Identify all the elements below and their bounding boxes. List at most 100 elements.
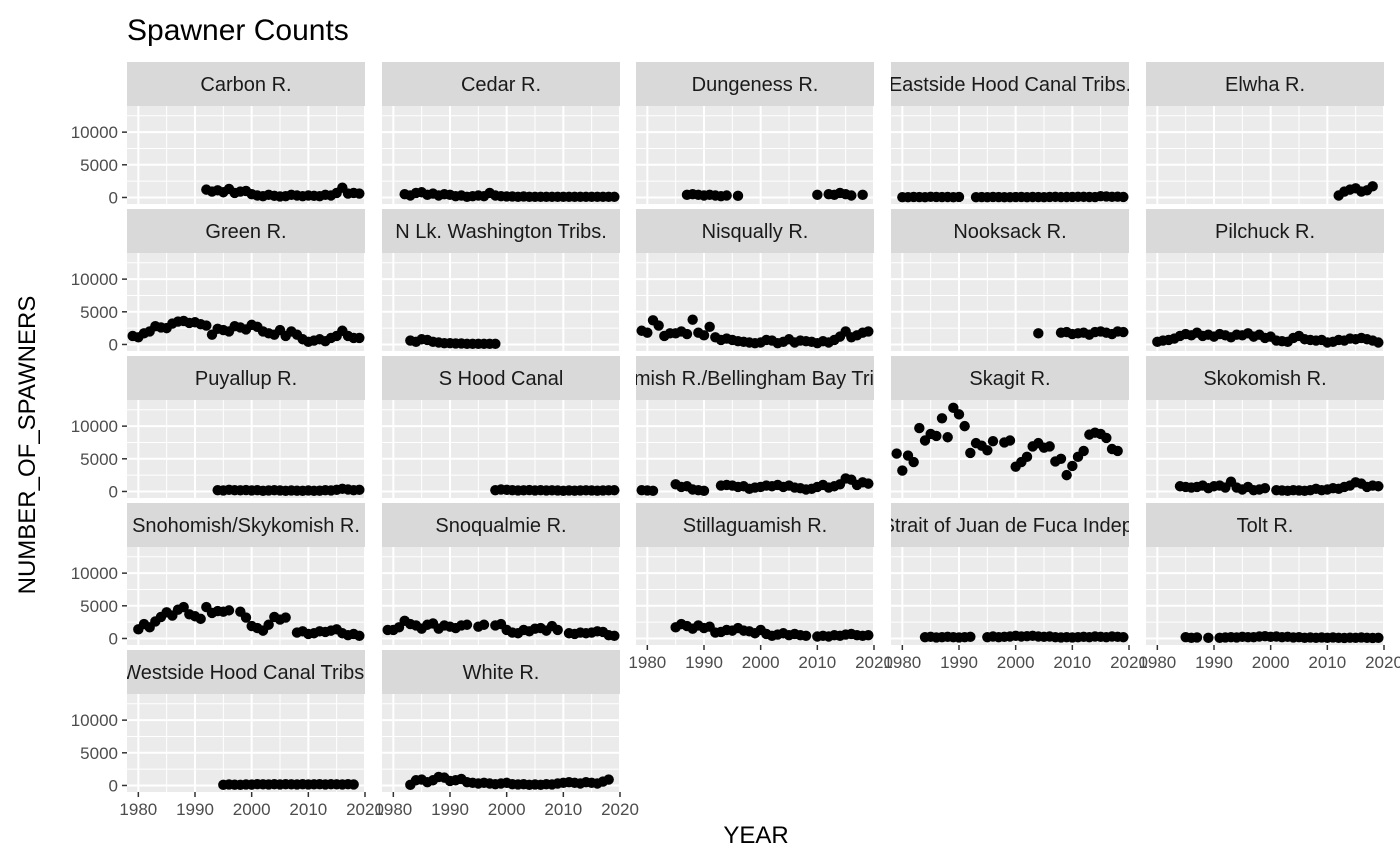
facet-label: Snohomish/Skykomish R.	[132, 515, 360, 537]
facet-panels: Carbon R. 0 5000 10000 Cedar R. Dungeness R. E…	[71, 62, 1400, 819]
data-point	[280, 612, 291, 623]
data-point	[1101, 432, 1112, 444]
facet-panel: Carbon R. 0 5000 10000	[71, 62, 366, 207]
facet-panel: Tolt R. 1980 1990 2000 2010 2020	[1138, 503, 1400, 672]
data-point	[857, 189, 868, 201]
x-tick-label: 1980	[119, 800, 157, 819]
panel-background	[891, 106, 1129, 204]
data-point	[942, 432, 953, 443]
x-tick-label: 2020	[855, 653, 893, 672]
data-point	[461, 619, 473, 630]
facet-panel: Nooksack R.	[891, 209, 1130, 351]
data-point	[965, 631, 976, 643]
x-tick-label: 2010	[1053, 653, 1091, 672]
data-point	[931, 430, 942, 442]
data-point	[863, 630, 874, 641]
facet-panel: Westside Hood Canal Tribs. 0 5000 10000 1980…	[71, 650, 384, 819]
x-tick-label: 2020	[346, 800, 384, 819]
data-point	[642, 327, 653, 338]
facet-panel: Nisqually R.	[636, 209, 875, 351]
facet-strip	[636, 62, 874, 106]
data-point	[354, 332, 365, 344]
x-axis-title: YEAR	[723, 822, 788, 849]
facet-strip	[382, 650, 620, 694]
facet-panel: Eastside Hood Canal Tribs.	[891, 62, 1130, 204]
data-point	[1004, 435, 1016, 446]
x-tick-label: 2010	[1308, 653, 1346, 672]
data-point	[1118, 326, 1129, 338]
facet-label: Skagit R.	[969, 368, 1050, 390]
y-tick-label: 10000	[71, 417, 118, 436]
data-point	[490, 338, 501, 350]
y-tick-label: 5000	[80, 303, 118, 322]
facet-strip	[382, 356, 620, 400]
x-tick-label: 2000	[233, 800, 271, 819]
data-point	[552, 624, 563, 636]
data-point	[348, 779, 359, 790]
data-point	[936, 413, 948, 424]
facet-label: Pilchuck R.	[1215, 221, 1315, 243]
data-point	[987, 435, 999, 447]
x-tick-label: 2010	[289, 800, 327, 819]
data-point	[195, 613, 206, 625]
panel-background	[891, 400, 1129, 498]
panel-background	[1146, 547, 1384, 645]
x-tick-label: 2020	[601, 800, 639, 819]
data-point	[897, 465, 908, 476]
facet-panel: Dungeness R.	[636, 62, 875, 204]
data-point	[653, 320, 664, 331]
facet-strip	[636, 503, 874, 547]
facet-strip	[127, 62, 365, 106]
x-tick-label: 2010	[798, 653, 836, 672]
data-point	[800, 630, 812, 642]
facet-panel: Stillaguamish R. 1980 1990 2000 2010 2020	[628, 503, 893, 672]
facet-strip	[1146, 62, 1384, 106]
data-point	[1118, 631, 1129, 643]
x-tick-label: 1980	[374, 800, 412, 819]
data-point	[1373, 337, 1384, 348]
data-point	[914, 422, 925, 434]
y-tick-label: 10000	[71, 123, 118, 142]
data-point	[846, 190, 857, 201]
data-point	[953, 409, 965, 420]
y-tick-label: 5000	[80, 450, 118, 469]
facet-label: Skokomish R.	[1203, 368, 1326, 390]
data-point	[1078, 445, 1089, 457]
data-point	[354, 630, 365, 642]
facet-label: Puyallup R.	[195, 368, 297, 390]
facet-strip	[127, 356, 365, 400]
facet-strip	[127, 209, 365, 253]
facet-label: White R.	[463, 662, 540, 684]
facet-label: S Hood Canal	[439, 368, 564, 390]
data-point	[178, 601, 189, 613]
y-tick-label: 10000	[71, 711, 118, 730]
data-point	[687, 314, 698, 325]
data-point	[603, 774, 614, 785]
y-tick-label: 0	[109, 629, 118, 648]
y-axis-title: NUMBER_OF_SPAWNERS	[14, 296, 41, 595]
facet-strip	[636, 356, 874, 400]
data-point	[698, 485, 710, 497]
facet-strip	[1146, 356, 1384, 400]
facet-strip	[891, 356, 1129, 400]
data-point	[953, 191, 965, 203]
facet-label: Stillaguamish R.	[683, 515, 828, 537]
x-tick-label: 1980	[628, 653, 666, 672]
panel-background	[382, 400, 620, 498]
data-point	[1044, 441, 1055, 452]
data-point	[609, 484, 620, 496]
y-tick-label: 5000	[80, 156, 118, 175]
data-point	[908, 456, 919, 468]
data-point	[721, 190, 732, 201]
facet-panel: Strait of Juan de Fuca Indep. 1980 1990 200…	[883, 503, 1148, 672]
data-point	[263, 619, 274, 630]
x-tick-label: 1990	[685, 653, 723, 672]
data-point	[609, 191, 620, 203]
facet-label: Cedar R.	[461, 74, 541, 96]
data-point	[812, 189, 823, 201]
y-tick-label: 10000	[71, 270, 118, 289]
data-point	[891, 448, 902, 459]
facet-label: Nisqually R.	[702, 221, 809, 243]
x-tick-label: 2000	[742, 653, 780, 672]
